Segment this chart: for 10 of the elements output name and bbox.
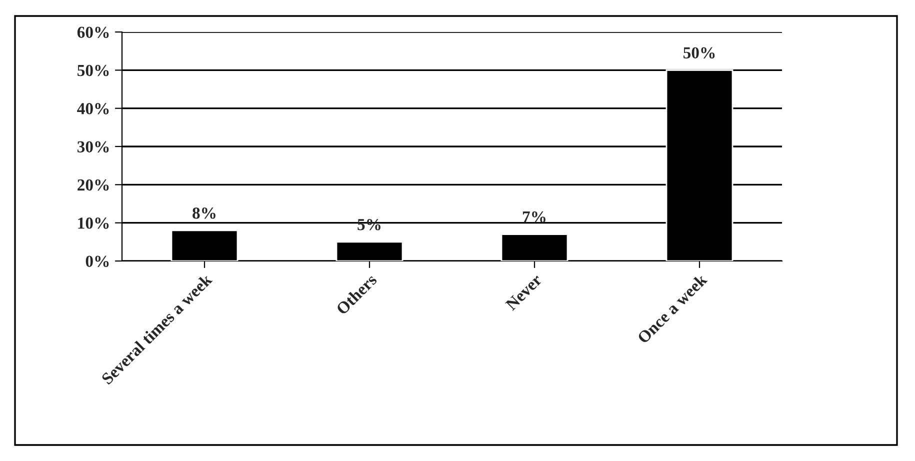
data-label: 50% [684, 47, 715, 59]
data-label: 8% [192, 208, 216, 219]
y-tick-label: 40% [77, 103, 109, 114]
y-tick-label: 60% [77, 26, 109, 38]
y-tick-label: 20% [78, 179, 109, 191]
data-label: 7% [522, 211, 546, 223]
y-tick-label: 0% [86, 256, 109, 267]
y-tick-label: 10% [78, 218, 109, 229]
y-tick-label: 30% [77, 141, 109, 152]
y-tick-label: 50% [78, 64, 109, 76]
